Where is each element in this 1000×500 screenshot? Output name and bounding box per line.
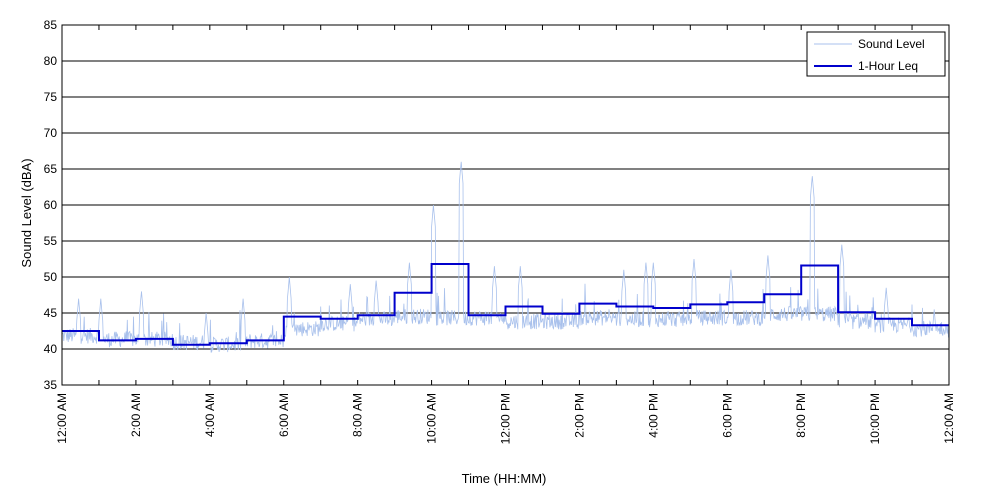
y-tick-label: 50 (44, 270, 58, 284)
y-tick-label: 35 (44, 378, 58, 392)
y-tick-label: 45 (44, 306, 58, 320)
legend-leq-label: 1-Hour Leq (858, 59, 918, 73)
legend-box (806, 31, 946, 77)
y-tick-label: 85 (44, 18, 58, 32)
x-axis-title: Time (HH:MM) (462, 471, 547, 486)
y-tick-label: 65 (44, 162, 58, 176)
y-tick-label: 75 (44, 90, 58, 104)
y-tick-label: 70 (44, 126, 58, 140)
y-tick-label: 55 (44, 234, 58, 248)
x-tick-label: 2:00 PM (572, 393, 586, 438)
y-tick-label: 40 (44, 342, 58, 356)
axis-ticks (61, 24, 950, 386)
leq-series (62, 263, 949, 346)
x-tick-label: 6:00 AM (277, 393, 291, 437)
x-tick-label: 4:00 PM (646, 393, 660, 438)
x-tick-label: 12:00 AM (942, 393, 956, 444)
x-tick-label: 12:00 AM (55, 393, 69, 444)
x-tick-label: 8:00 PM (794, 393, 808, 438)
x-tick-label: 12:00 PM (499, 393, 513, 444)
tick-labels: 35 40 45 50 55 60 65 70 75 80 85 12:00 AM 2:00 AM 4:0… (44, 18, 956, 444)
y-tick-label: 60 (44, 198, 58, 212)
leq-step-line (62, 263, 949, 346)
y-tick-label: 80 (44, 54, 58, 68)
x-tick-label: 10:00 PM (868, 393, 882, 444)
legend: Sound Level 1-Hour Leq (806, 31, 946, 77)
x-tick-label: 4:00 AM (203, 393, 217, 437)
y-axis-title: Sound Level (dBA) (19, 158, 34, 267)
legend-sound-level-label: Sound Level (858, 37, 925, 51)
x-tick-label: 8:00 AM (351, 393, 365, 437)
x-tick-label: 6:00 PM (720, 393, 734, 438)
x-tick-label: 10:00 AM (425, 393, 439, 444)
x-tick-label: 2:00 AM (129, 393, 143, 437)
